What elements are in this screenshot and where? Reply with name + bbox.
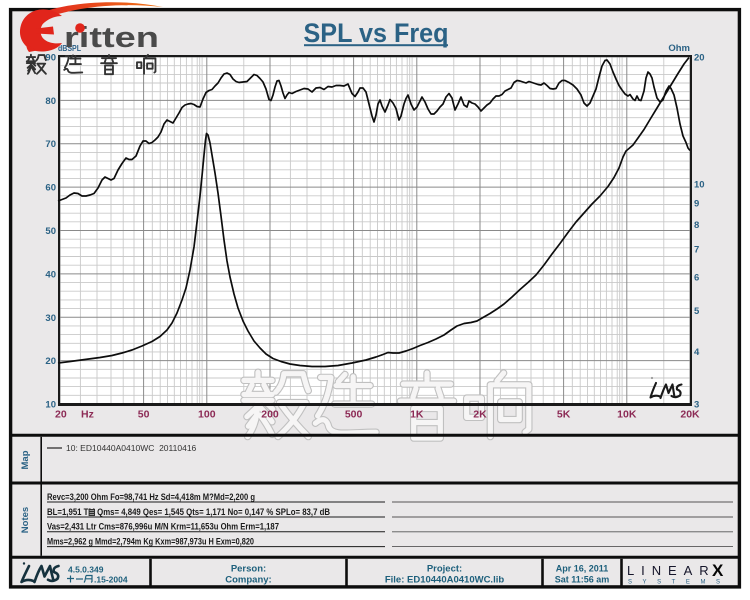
svg-text:Revc=3,200 Ohm Fo=98,741 Hz: Revc=3,200 Ohm Fo=98,741 Hz Sd=4,418m M?…	[47, 492, 255, 502]
svg-text:LINEAR: LINEAR	[627, 563, 713, 578]
svg-text:100: 100	[198, 409, 216, 421]
svg-text:.15-2004: .15-2004	[94, 575, 128, 585]
svg-text:6: 6	[694, 273, 699, 284]
svg-text:20: 20	[55, 409, 67, 421]
svg-text:SYSTEMS: SYSTEMS	[628, 580, 728, 586]
svg-text:10: 10	[45, 400, 56, 411]
svg-text:30: 30	[45, 313, 56, 324]
svg-text:5: 5	[694, 306, 700, 317]
svg-text:1K: 1K	[410, 409, 424, 421]
svg-text:200: 200	[261, 409, 279, 421]
svg-text:8: 8	[694, 220, 699, 231]
svg-text:Project:: Project:	[427, 564, 462, 575]
svg-text:Person:: Person:	[231, 564, 266, 575]
svg-text:dBSPL: dBSPL	[58, 44, 81, 53]
svg-text:20K: 20K	[680, 409, 700, 421]
svg-text:Sat 11:56 am: Sat 11:56 am	[555, 575, 610, 585]
svg-text:BL=1,951 TM Qms= 4,849 Qes=: BL=1,951 TM Qms= 4,849 Qes= 1,545 Qts= 1…	[47, 507, 330, 517]
svg-text:9: 9	[694, 199, 699, 210]
svg-text:20: 20	[694, 53, 705, 64]
svg-text:50: 50	[45, 226, 56, 237]
svg-text:80: 80	[45, 96, 56, 107]
svg-text:90: 90	[45, 53, 56, 64]
svg-text:10: ED10440A0410WC 20110416: 10: ED10440A0410WC 20110416	[66, 443, 197, 453]
svg-text:SPL vs Freq: SPL vs Freq	[304, 18, 449, 48]
svg-text:Map: Map	[20, 450, 31, 469]
svg-text:500: 500	[345, 409, 363, 421]
svg-text:10: 10	[694, 179, 705, 190]
svg-text:X: X	[712, 561, 724, 580]
svg-text:Notes: Notes	[20, 507, 31, 533]
svg-text:3: 3	[694, 400, 699, 411]
svg-text:4.5.0.349: 4.5.0.349	[68, 565, 104, 575]
svg-text:Vas=2,431 Ltr Cms=876,996u M/: Vas=2,431 Ltr Cms=876,996u M/N Krm=11,65…	[47, 522, 279, 532]
svg-text:File: ED10440A0410WC.lib: File: ED10440A0410WC.lib	[385, 575, 505, 586]
svg-text:Ohm: Ohm	[668, 43, 690, 54]
svg-text:Hz: Hz	[81, 409, 94, 421]
svg-text:10K: 10K	[617, 409, 637, 421]
svg-text:20: 20	[45, 356, 56, 367]
svg-text:Company:: Company:	[225, 575, 271, 586]
svg-text:7: 7	[694, 245, 699, 256]
svg-text:Apr 16, 2011: Apr 16, 2011	[556, 564, 609, 574]
svg-text:4: 4	[694, 347, 700, 358]
svg-text:50: 50	[138, 409, 150, 421]
svg-text:2K: 2K	[473, 409, 487, 421]
svg-text:60: 60	[45, 183, 56, 194]
svg-text:40: 40	[45, 269, 56, 280]
svg-text:5K: 5K	[557, 409, 571, 421]
svg-text:Mms=2,962 g Mmd=2,794m Kg Kx: Mms=2,962 g Mmd=2,794m Kg Kxm=987,973u H…	[47, 536, 254, 546]
svg-text:70: 70	[45, 139, 56, 150]
